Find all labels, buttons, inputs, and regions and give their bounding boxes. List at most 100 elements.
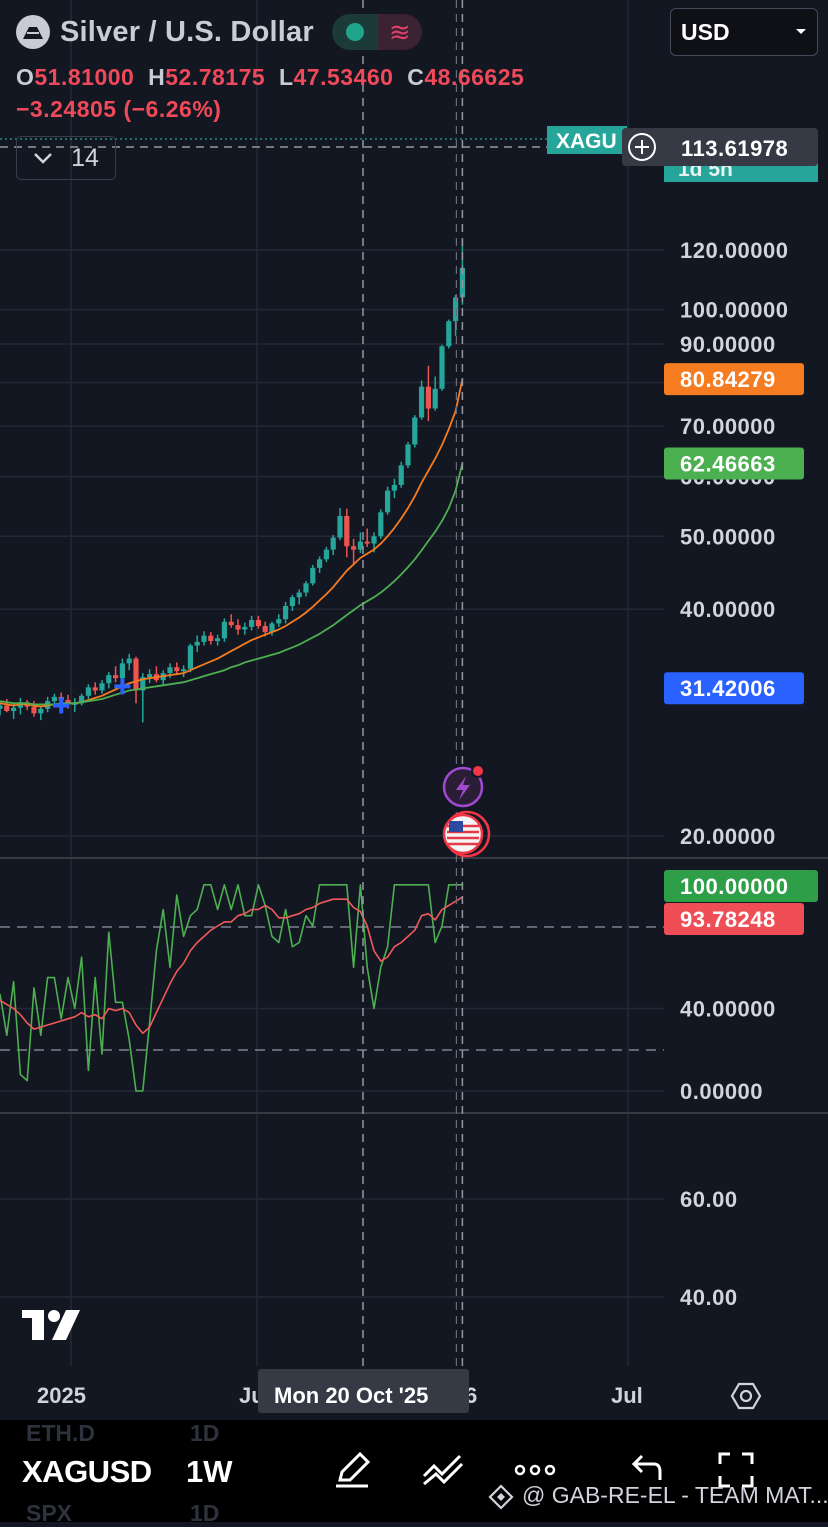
candle-body (249, 620, 255, 627)
candle-body (303, 583, 309, 593)
binance-icon (488, 1484, 514, 1510)
price-chart[interactable]: 20.0000040.0000050.0000060.0000070.00000… (0, 0, 828, 1420)
pen-icon[interactable] (332, 1450, 372, 1490)
drawing-tools-icon[interactable] (420, 1450, 466, 1490)
indicators-toggle-button[interactable]: 14 (16, 136, 116, 180)
ema-fast-line (0, 379, 464, 708)
status-pill[interactable]: ≋ (331, 14, 422, 50)
candle-body (323, 549, 329, 560)
y-tick-label: 100.00000 (680, 298, 789, 323)
close-value: 48.66625 (424, 64, 525, 90)
oscillator-red-tag-bg (664, 903, 804, 935)
candle-body (79, 695, 85, 704)
y-tick-label: 40.00000 (680, 597, 776, 622)
candle-body (310, 567, 316, 584)
candle-body (276, 619, 282, 624)
ghost-timeframe: 1D (190, 1500, 220, 1526)
wave-icon: ≋ (377, 14, 422, 50)
ema-slow-line (0, 463, 464, 706)
grid-lines (0, 0, 664, 1366)
chart-header: Silver / U.S. Dollar ≋ (16, 14, 422, 50)
last-value-tag-bg (664, 363, 804, 396)
flag-canton (449, 821, 463, 832)
ghost-symbol: ETH.D (26, 1420, 95, 1446)
candle-body (4, 705, 10, 712)
candle-body (31, 706, 37, 714)
undo-icon[interactable] (624, 1450, 664, 1490)
chevron-down-icon (796, 29, 806, 34)
currency-value: USD (681, 18, 730, 45)
candle-body (330, 537, 336, 550)
y-tick-label: 40.00000 (680, 997, 776, 1022)
candle-body (99, 683, 105, 691)
y-tick-label: 70.00000 (680, 414, 776, 439)
ghost-timeframe: 1D (190, 1420, 220, 1446)
candle-body (289, 597, 295, 606)
settings-icon[interactable] (730, 1380, 762, 1412)
add-alert-icon (628, 133, 656, 161)
candle-body (92, 687, 98, 691)
candle-body (385, 490, 391, 513)
moving-averages (0, 379, 464, 708)
y-tick-label: 60.00 (680, 1187, 738, 1212)
oscillator-green-tag-bg (664, 870, 818, 902)
y-axis-labels: 20.0000040.0000050.0000060.0000070.00000… (547, 126, 818, 1310)
more-icon[interactable] (512, 1450, 558, 1490)
candle-body (38, 708, 44, 714)
y-tick-label: 120.00000 (680, 238, 789, 263)
us-flag-icon (442, 813, 484, 855)
last-value-tag-bg (664, 672, 804, 705)
candle-body (194, 641, 200, 646)
candle-body (126, 658, 132, 664)
x-tick-label: Jul (611, 1383, 643, 1408)
candle-body (174, 667, 180, 672)
ghost-symbol: SPX (26, 1500, 73, 1526)
candle-body (405, 444, 411, 466)
candle-body (412, 417, 418, 445)
tradingview-logo (22, 1310, 80, 1340)
crosshair-price-bg (622, 128, 818, 166)
candle-body (453, 297, 459, 322)
y-tick-label: 20.00000 (680, 824, 776, 849)
candle-body (208, 635, 214, 641)
symbol-button[interactable]: XAGUSD (22, 1454, 152, 1489)
low-value: 47.53460 (293, 64, 394, 90)
signal-cross-marker (53, 697, 70, 714)
y-tick-label: 90.00000 (680, 332, 776, 357)
candles (0, 239, 465, 723)
candle-body (11, 707, 17, 712)
candle-body (187, 645, 193, 670)
y-tick-label: 40.00 (680, 1285, 738, 1310)
candle-body (201, 635, 207, 642)
oscillator-red-tag: 93.78248 (680, 907, 776, 932)
indicator-count: 14 (71, 143, 99, 172)
open-value: 51.81000 (34, 64, 135, 90)
ohlc-values: O51.81000 H52.78175 L47.53460 C48.66625 (16, 64, 525, 90)
candle-body (337, 515, 343, 538)
high-value: 52.78175 (165, 64, 266, 90)
candle-body (391, 484, 397, 491)
candle-body (235, 625, 241, 630)
candle-body (106, 675, 112, 684)
candle-body (317, 559, 323, 568)
candle-body (262, 626, 268, 633)
price-change: −3.24805 (−6.26%) (16, 96, 222, 122)
fullscreen-icon[interactable] (716, 1450, 756, 1490)
candle-body (65, 700, 71, 705)
symbol-title[interactable]: Silver / U.S. Dollar (60, 15, 314, 48)
chevron-down-icon (34, 153, 52, 164)
last-value-tag-bg (664, 447, 804, 480)
oscillator-red-line (0, 896, 463, 1035)
candle-body (215, 638, 221, 641)
candle-body (364, 541, 370, 544)
candle-body (140, 677, 146, 691)
last-value-tag: 80.84279 (680, 367, 776, 392)
candle-body (419, 386, 425, 418)
candle-body (296, 592, 302, 598)
symbol-tag: XAGU (556, 130, 617, 153)
candle-body (133, 658, 139, 691)
currency-select[interactable]: USD (670, 8, 818, 56)
candle-body (283, 605, 289, 620)
timeframe-button[interactable]: 1W (186, 1454, 233, 1489)
